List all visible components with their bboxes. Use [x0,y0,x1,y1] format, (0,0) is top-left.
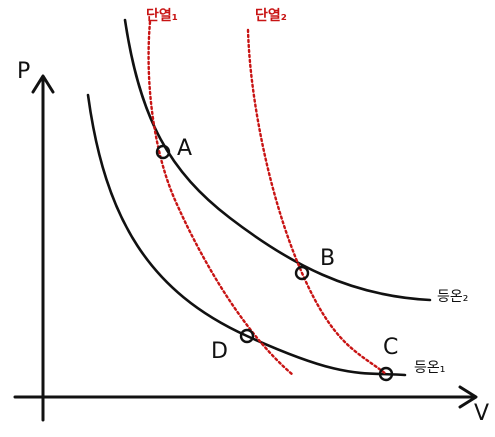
point-label: A [177,136,192,161]
v-axis [13,385,478,409]
curve-label: 단열₂ [255,7,287,24]
adiabat-1 [147,20,295,377]
curve-label: 등온₁ [414,360,445,376]
p-label: P [17,59,30,84]
isotherm-2 [123,18,432,302]
point-marker [155,144,171,160]
point-label: D [211,339,228,364]
v-label: V [474,401,489,426]
point-label: C [383,335,398,360]
point-marker [378,366,394,382]
isotherm-1 [86,93,407,377]
curve-label: 단열₁ [146,7,178,24]
point-label: B [320,246,335,271]
adiabat-2 [246,28,388,376]
curve-label: 등온₂ [437,289,468,305]
point-marker [294,265,310,281]
point-marker [239,328,255,344]
p-axis [31,74,55,422]
